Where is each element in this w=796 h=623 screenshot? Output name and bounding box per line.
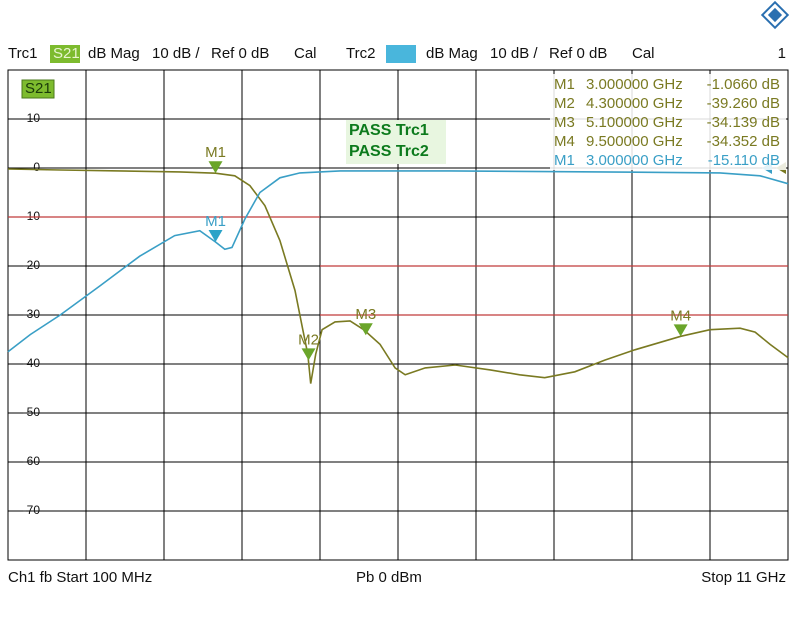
y-tick-label: -30 [23, 307, 41, 321]
marker-readout [550, 74, 786, 170]
trace [7, 170, 789, 353]
pass-label: PASS Trc2 [349, 143, 429, 160]
pass-label: PASS Trc1 [349, 122, 429, 139]
footer-start: Ch1 fb Start 100 MHz [8, 569, 152, 586]
trace-scale: 10 dB / [152, 45, 200, 62]
trace-format: dB Mag [88, 45, 140, 62]
readout-name: M1 [554, 152, 575, 169]
readout-freq: 3.000000 GHz [586, 152, 683, 169]
trace-name: Trc1 [8, 45, 37, 62]
trace-scale: 10 dB / [490, 45, 538, 62]
marker-label: M3 [355, 306, 376, 323]
y-tick-label: -40 [23, 356, 41, 370]
trace-swatch [386, 45, 416, 63]
y-tick-label: -50 [23, 405, 41, 419]
channel-number: 1 [778, 45, 786, 62]
marker-label: M1 [205, 144, 226, 161]
readout-freq: 3.000000 GHz [586, 76, 683, 93]
readout-value: -34.139 dB [707, 114, 780, 131]
readout-name: M3 [554, 114, 575, 131]
marker [358, 323, 373, 336]
trace-tag-label: S21 [25, 80, 52, 97]
logo [760, 0, 790, 30]
trace-name: Trc2 [346, 45, 375, 62]
trace-format: dB Mag [426, 45, 478, 62]
trace-ref: Ref 0 dB [549, 45, 607, 62]
readout-name: M1 [554, 76, 575, 93]
y-tick-label: -10 [23, 209, 41, 223]
trace-status: Cal [632, 45, 655, 62]
readout-value: -39.260 dB [707, 95, 780, 112]
readout-freq: 5.100000 GHz [586, 114, 683, 131]
readout-value: -34.352 dB [707, 133, 780, 150]
trace-ref: Ref 0 dB [211, 45, 269, 62]
marker-label: M1 [205, 213, 226, 230]
readout-name: M4 [554, 133, 575, 150]
trace-swatch [50, 45, 80, 63]
trace-status: Cal [294, 45, 317, 62]
y-tick-label: -20 [23, 258, 41, 272]
marker [208, 230, 223, 243]
readout-freq: 9.500000 GHz [586, 133, 683, 150]
y-tick-label: -70 [23, 503, 41, 517]
footer-power: Pb 0 dBm [356, 569, 422, 586]
readout-value: -15.110 dB [708, 152, 780, 169]
trace-param: S21 [53, 45, 80, 62]
y-tick-label: 10 [27, 111, 41, 125]
trace-tag [21, 79, 55, 99]
pass-box [346, 120, 446, 164]
marker [208, 161, 223, 174]
readout-name: M2 [554, 95, 575, 112]
marker-label: M4 [670, 307, 691, 324]
readout-value: -1.0660 dB [707, 76, 780, 93]
readout-freq: 4.300000 GHz [586, 95, 683, 112]
y-tick-label: 0 [33, 160, 40, 174]
marker [673, 324, 688, 337]
footer-stop: Stop 11 GHz [701, 569, 786, 586]
y-tick-label: -60 [23, 454, 41, 468]
marker-label: M2 [298, 331, 319, 348]
marker [301, 348, 316, 361]
